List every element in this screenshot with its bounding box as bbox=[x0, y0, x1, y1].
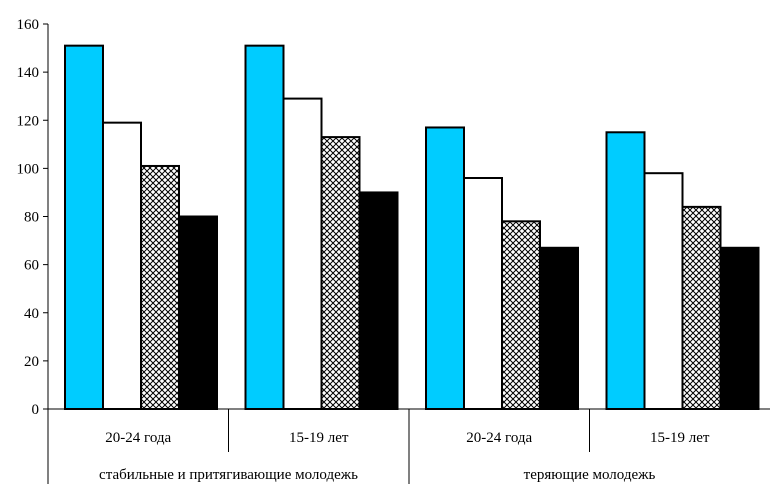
bar-series-4-category-4 bbox=[719, 246, 760, 410]
x-group-label: теряющие молодежь bbox=[524, 467, 656, 483]
x-category-label: 15-19 лет bbox=[289, 430, 349, 446]
x-category-label: 20-24 года bbox=[105, 430, 171, 446]
y-tick-label: 0 bbox=[32, 402, 40, 418]
bar-series-2-category-1 bbox=[102, 121, 142, 410]
labels: 0 20 40 60 80 100 120 140 160 20-24 года 15-19 лет… bbox=[17, 17, 710, 483]
x-category-label: 20-24 года bbox=[466, 430, 532, 446]
x-group-label: стабильные и притягивающие молодежь bbox=[99, 467, 358, 483]
bar-series-1-category-2 bbox=[244, 44, 285, 410]
bar-series-1-category-1 bbox=[64, 44, 104, 410]
y-tick-label: 20 bbox=[24, 354, 39, 370]
bar-series-2-category-4 bbox=[643, 172, 684, 410]
y-tick-label: 120 bbox=[17, 113, 40, 129]
bar-series-1-category-4 bbox=[605, 131, 646, 410]
bar-series-2-category-2 bbox=[282, 97, 323, 410]
bar-series-3-category-1 bbox=[140, 164, 180, 410]
bar-series-3-category-2 bbox=[320, 136, 361, 410]
y-tick-label: 40 bbox=[24, 306, 39, 322]
bars bbox=[64, 44, 760, 410]
y-tick-label: 60 bbox=[24, 258, 39, 274]
y-tick-label: 140 bbox=[17, 65, 40, 81]
bar-series-4-category-3 bbox=[539, 246, 579, 410]
bar-series-4-category-2 bbox=[358, 191, 399, 410]
bar-series-1-category-3 bbox=[425, 126, 465, 410]
y-tick-label: 80 bbox=[24, 210, 39, 226]
y-tick-label: 100 bbox=[17, 161, 40, 177]
bar-series-2-category-3 bbox=[463, 177, 503, 410]
x-category-label: 15-19 лет bbox=[650, 430, 710, 446]
bar-series-3-category-4 bbox=[681, 205, 722, 410]
bar-series-4-category-1 bbox=[178, 215, 218, 410]
bar-series-3-category-3 bbox=[501, 220, 541, 410]
y-tick-label: 160 bbox=[17, 17, 40, 33]
